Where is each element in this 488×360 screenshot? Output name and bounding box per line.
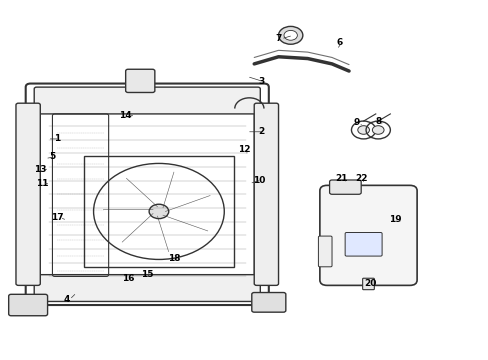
Text: 8: 8 (374, 117, 381, 126)
FancyBboxPatch shape (16, 103, 40, 285)
Circle shape (372, 126, 383, 134)
Text: 14: 14 (119, 111, 131, 120)
FancyBboxPatch shape (34, 87, 260, 114)
Circle shape (284, 30, 297, 40)
Text: 10: 10 (252, 176, 264, 185)
Circle shape (278, 26, 302, 44)
Text: 17: 17 (51, 213, 63, 222)
FancyBboxPatch shape (9, 294, 47, 316)
Text: 20: 20 (364, 279, 376, 288)
Text: 2: 2 (258, 127, 264, 136)
Text: 3: 3 (258, 77, 264, 86)
Text: 1: 1 (54, 134, 61, 143)
FancyBboxPatch shape (362, 278, 373, 290)
Text: 12: 12 (238, 145, 250, 154)
Text: 18: 18 (167, 254, 180, 263)
FancyBboxPatch shape (34, 275, 260, 301)
FancyBboxPatch shape (254, 103, 278, 285)
Text: 19: 19 (388, 215, 401, 224)
Text: 22: 22 (354, 174, 366, 183)
FancyBboxPatch shape (329, 180, 361, 194)
Text: 9: 9 (352, 118, 359, 127)
FancyBboxPatch shape (251, 293, 285, 312)
Text: 11: 11 (37, 179, 49, 188)
Text: 4: 4 (64, 295, 70, 304)
Text: 21: 21 (335, 174, 347, 183)
Text: 7: 7 (275, 35, 281, 44)
Bar (83, 156, 234, 267)
Text: 16: 16 (122, 274, 134, 283)
FancyBboxPatch shape (318, 236, 331, 267)
Text: 6: 6 (336, 38, 342, 47)
FancyBboxPatch shape (319, 185, 416, 285)
Text: 5: 5 (49, 152, 56, 161)
FancyBboxPatch shape (345, 233, 381, 256)
Text: 15: 15 (141, 270, 153, 279)
Text: 13: 13 (34, 165, 46, 174)
Circle shape (357, 126, 369, 134)
FancyBboxPatch shape (125, 69, 155, 93)
Circle shape (149, 204, 168, 219)
